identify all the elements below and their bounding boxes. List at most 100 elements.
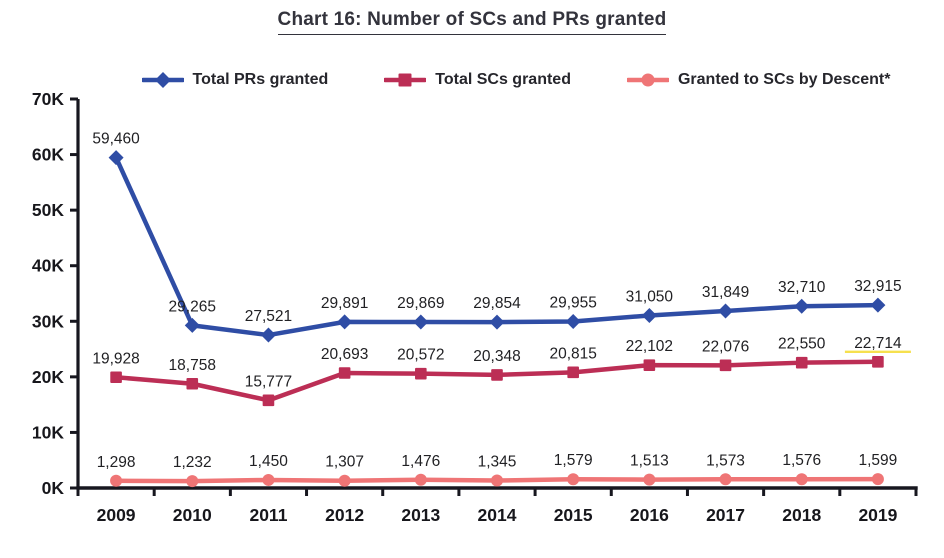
data-label: 1,345 [478, 454, 517, 471]
y-tick-label: 60K [32, 145, 64, 165]
x-tick-label: 2013 [401, 505, 440, 525]
series-total-scs-granted: 19,928 18,758 15,777 20,693 20,572 20,348 20,8… [92, 335, 902, 407]
data-label: 20,815 [549, 345, 596, 362]
series-line [113, 359, 881, 403]
data-label: 31,849 [702, 284, 749, 301]
chart-title: Chart 16: Number of SCs and PRs granted [277, 9, 667, 35]
data-point-marker [872, 355, 884, 368]
data-label: 22,102 [626, 338, 673, 355]
data-label: 1,450 [249, 453, 288, 470]
data-label: 19,928 [92, 350, 139, 367]
data-point-marker [719, 473, 732, 486]
data-point-marker [794, 298, 810, 314]
legend-label: Total PRs granted [192, 71, 329, 88]
data-label: 59,460 [92, 131, 140, 148]
data-label: 1,476 [401, 453, 440, 470]
data-label: 1,298 [97, 454, 136, 471]
y-tick-label: 40K [32, 256, 64, 276]
x-tick-label: 2017 [706, 505, 745, 525]
data-label: 32,915 [854, 278, 901, 295]
x-tick-label: 2015 [554, 505, 593, 525]
data-label: 1,307 [325, 454, 364, 471]
data-label: 1,232 [173, 454, 212, 471]
data-point-marker [154, 72, 171, 88]
x-tick-label: 2016 [630, 505, 669, 525]
x-tick-label: 2011 [249, 505, 287, 525]
title-row: Chart 16: Number of SCs and PRs granted [0, 9, 944, 35]
data-label: 31,050 [626, 288, 674, 305]
x-axis: 2009 2010 2011 2012 2013 2014 2015 2016 2017 2018… [76, 486, 918, 525]
y-tick-label: 70K [32, 91, 64, 109]
series-granted-to-scs-by-descent: 1,298 1,232 1,450 1,307 1,476 1,345 1,579 1,513… [97, 452, 898, 488]
data-label: 29,265 [169, 298, 216, 315]
data-point-marker [338, 367, 351, 379]
data-label: 20,348 [473, 348, 520, 365]
data-label: 1,573 [706, 452, 745, 469]
legend-item-granted-to-scs-by-descent: Granted to SCs by Descent* [626, 71, 891, 89]
data-label: 1,513 [630, 453, 669, 470]
data-label: 29,891 [321, 295, 368, 312]
data-point-marker [719, 359, 732, 372]
data-point-marker [184, 317, 200, 333]
square-marker-icon [384, 73, 427, 87]
y-tick-label: 30K [32, 311, 64, 331]
x-tick-label: 2018 [782, 505, 821, 525]
legend-item-total-scs-granted: Total SCs granted [384, 71, 571, 89]
data-point-marker [491, 474, 503, 487]
x-tick-label: 2012 [325, 505, 364, 525]
data-point-marker [262, 473, 275, 486]
data-point-marker [262, 394, 275, 407]
data-point-marker [398, 73, 412, 87]
data-point-marker [338, 474, 351, 487]
data-label: 27,521 [245, 308, 292, 325]
data-point-marker [870, 297, 886, 313]
data-point-marker [491, 369, 503, 381]
data-label: 1,579 [554, 452, 593, 469]
y-tick-label: 0K [42, 478, 65, 498]
data-label: 20,572 [397, 347, 444, 364]
data-point-marker [110, 474, 123, 487]
data-point-marker [565, 314, 581, 330]
x-tick-label: 2014 [478, 505, 517, 525]
data-point-marker [643, 359, 656, 371]
data-point-marker [337, 314, 353, 330]
data-label: 32,710 [778, 279, 826, 296]
y-tick-label: 20K [32, 367, 64, 387]
data-label: 29,869 [397, 295, 444, 312]
data-label: 29,854 [473, 295, 521, 312]
x-tick-label: 2010 [173, 505, 212, 525]
data-label: 29,955 [549, 295, 596, 312]
circle-marker-icon [626, 73, 669, 87]
data-point-marker [795, 356, 808, 369]
data-point-marker [641, 307, 657, 323]
data-label: 1,599 [859, 452, 898, 469]
data-point-marker [186, 475, 199, 488]
legend-label: Granted to SCs by Descent* [677, 71, 891, 88]
data-point-marker [186, 377, 199, 390]
y-axis: 0K 10K 20K 30K 40K 50K 60K 70K [32, 91, 80, 498]
data-point-marker [110, 371, 122, 384]
data-label: 18,758 [169, 357, 216, 374]
y-tick-label: 50K [32, 200, 64, 220]
data-point-marker [795, 473, 808, 486]
data-point-marker [415, 367, 427, 380]
data-point-marker [414, 473, 427, 486]
chart-legend: Total PRs granted Total SCs granted Grante… [0, 71, 944, 89]
data-label: 22,714 [854, 335, 902, 352]
data-point-marker [567, 473, 580, 486]
data-point-marker [413, 314, 429, 330]
data-point-marker [489, 314, 505, 330]
y-tick-label: 10K [32, 422, 64, 442]
data-point-marker [718, 303, 734, 319]
data-point-marker [567, 366, 579, 379]
diamond-marker-icon [141, 72, 184, 88]
series-total-prs-granted: 59,460 29,265 27,521 29,891 29,869 29,854 29,9… [92, 131, 902, 343]
legend-item-total-prs-granted: Total PRs granted [141, 71, 329, 89]
legend-label: Total SCs granted [435, 71, 571, 88]
data-label: 22,550 [778, 336, 826, 353]
x-tick-label: 2009 [97, 505, 136, 525]
data-label: 20,693 [321, 346, 368, 363]
data-label: 15,777 [245, 373, 292, 390]
data-point-marker [643, 473, 656, 486]
